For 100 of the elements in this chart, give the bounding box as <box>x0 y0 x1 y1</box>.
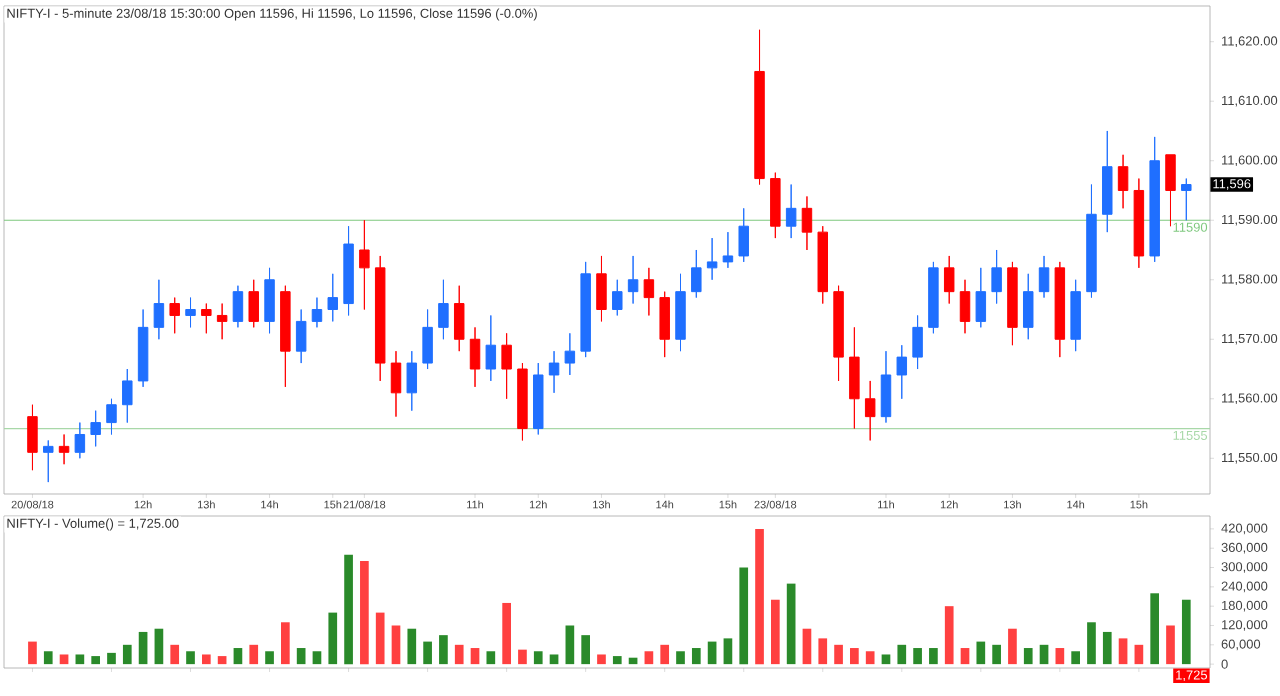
candlestick <box>596 255 607 322</box>
bar <box>470 648 480 665</box>
bar <box>660 644 670 665</box>
bar <box>992 644 1001 665</box>
candlestick <box>58 433 70 465</box>
candlestick <box>912 314 923 370</box>
candlestick <box>1102 130 1113 233</box>
bar <box>1118 638 1128 665</box>
candlestick <box>232 285 244 328</box>
bar <box>676 651 685 665</box>
bar <box>1102 631 1112 665</box>
bar <box>850 648 859 665</box>
bar <box>802 628 812 665</box>
bar <box>312 651 322 665</box>
candlestick <box>359 219 370 310</box>
candlestick <box>1070 279 1081 352</box>
candlestick <box>343 225 354 316</box>
candlestick <box>1117 154 1129 209</box>
bar <box>122 644 132 665</box>
bar <box>518 649 527 665</box>
bar <box>265 651 274 665</box>
bar <box>186 651 195 665</box>
bar <box>91 656 101 665</box>
bar <box>818 638 828 665</box>
bar <box>281 622 290 665</box>
candlestick <box>485 314 497 382</box>
candlestick <box>612 279 623 316</box>
candlestick <box>738 207 749 263</box>
bar <box>170 644 180 665</box>
bar <box>691 648 701 665</box>
bar <box>233 648 243 665</box>
candlestick <box>849 326 860 430</box>
candlestick <box>659 291 670 358</box>
bar <box>597 654 606 665</box>
candlestick <box>754 29 765 186</box>
candlestick <box>501 332 512 400</box>
candlestick <box>1149 136 1160 263</box>
bar <box>1166 625 1175 665</box>
bar <box>454 644 464 665</box>
candlestick <box>943 255 955 305</box>
candlestick <box>1022 273 1034 340</box>
candlestick <box>864 380 876 441</box>
bar <box>1008 628 1017 665</box>
bar <box>75 654 85 665</box>
candlestick <box>675 273 686 352</box>
bar <box>1134 644 1144 665</box>
bar <box>897 644 907 665</box>
bar <box>707 641 717 665</box>
bar <box>1087 622 1096 665</box>
candlestick <box>1007 261 1018 346</box>
candlestick <box>216 303 228 340</box>
candlestick <box>248 279 259 328</box>
candlestick <box>1165 154 1176 227</box>
candlestick <box>469 326 481 388</box>
bar <box>344 554 353 665</box>
bar <box>770 599 780 665</box>
candlestick <box>264 267 275 334</box>
bar <box>1039 644 1049 665</box>
bar <box>502 602 511 665</box>
candlestick <box>580 261 591 358</box>
candlestick <box>106 398 117 435</box>
bar <box>328 612 338 665</box>
bar <box>154 628 164 665</box>
candlestick <box>785 184 797 239</box>
bar <box>944 606 954 665</box>
candlestick <box>975 267 987 328</box>
candlestick <box>627 255 639 305</box>
bar <box>391 625 401 665</box>
bar <box>439 635 448 665</box>
candlestick <box>1086 184 1097 299</box>
candlestick <box>27 404 38 471</box>
candlestick <box>90 410 101 447</box>
candlestick <box>817 225 828 305</box>
candlestick <box>169 297 180 334</box>
bar <box>976 641 986 665</box>
candlestick <box>801 195 813 251</box>
candlestick <box>880 350 892 424</box>
bar <box>201 654 211 665</box>
bar <box>739 567 749 665</box>
bar <box>581 635 591 665</box>
candlestick <box>770 172 781 239</box>
candlestick <box>406 350 418 412</box>
bar <box>786 583 796 665</box>
candlestick <box>185 297 196 328</box>
bar <box>138 631 148 665</box>
bar <box>881 654 891 665</box>
candlestick <box>722 231 734 269</box>
bar <box>1055 648 1065 665</box>
bar <box>533 651 543 665</box>
candlestick <box>438 279 449 340</box>
bar <box>43 651 53 665</box>
bar <box>565 625 575 665</box>
bar <box>59 654 69 665</box>
candlestick <box>706 237 718 281</box>
bar <box>1150 593 1160 665</box>
bar <box>960 648 970 665</box>
candlestick <box>533 362 544 435</box>
candlestick <box>517 362 528 441</box>
candlestick <box>1133 178 1145 269</box>
bar <box>755 528 764 665</box>
